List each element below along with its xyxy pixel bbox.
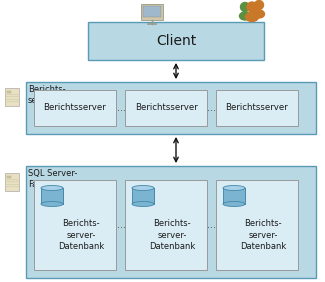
Ellipse shape (223, 186, 245, 191)
Ellipse shape (240, 12, 251, 20)
Bar (7, 175, 11, 178)
Ellipse shape (223, 202, 245, 206)
Bar (7, 91, 11, 92)
Bar (41, 188, 63, 204)
Bar (26, 166, 316, 278)
Circle shape (254, 1, 264, 10)
Bar (132, 188, 154, 204)
Ellipse shape (41, 186, 63, 191)
Text: ...: ... (207, 220, 216, 230)
Text: ...: ... (116, 103, 125, 113)
Bar (141, 4, 163, 20)
Text: Berichts-
server-
Datenbank: Berichts- server- Datenbank (149, 219, 195, 251)
Text: Berichtsserver: Berichtsserver (226, 103, 288, 113)
Text: ...: ... (207, 103, 216, 113)
Bar (5, 173, 19, 191)
Ellipse shape (132, 186, 154, 191)
Circle shape (240, 3, 250, 12)
Circle shape (247, 2, 257, 12)
Bar (5, 89, 19, 105)
Bar (88, 22, 264, 60)
Bar (216, 90, 298, 126)
Text: Berichts-
server-
Datenbank: Berichts- server- Datenbank (240, 219, 286, 251)
Bar (223, 188, 245, 204)
Bar (143, 6, 161, 17)
Bar (26, 82, 316, 134)
Ellipse shape (245, 12, 258, 21)
Text: Berichts-
server-Webfarm: Berichts- server-Webfarm (28, 85, 95, 105)
Ellipse shape (254, 10, 265, 18)
Text: Berichtsserver: Berichtsserver (44, 103, 106, 113)
Bar (34, 180, 116, 270)
Text: SQL Server-
Failovercluster: SQL Server- Failovercluster (28, 169, 89, 189)
Ellipse shape (41, 202, 63, 206)
Bar (41, 190, 63, 201)
Bar (216, 180, 298, 270)
Bar (125, 180, 207, 270)
Bar (125, 90, 207, 126)
Bar (132, 190, 154, 201)
Text: ...: ... (116, 220, 125, 230)
Bar (34, 90, 116, 126)
Text: Berichtsserver: Berichtsserver (135, 103, 197, 113)
Text: Berichts-
server-
Datenbank: Berichts- server- Datenbank (58, 219, 104, 251)
Bar (223, 190, 245, 201)
Text: Client: Client (156, 34, 196, 48)
Ellipse shape (132, 202, 154, 206)
